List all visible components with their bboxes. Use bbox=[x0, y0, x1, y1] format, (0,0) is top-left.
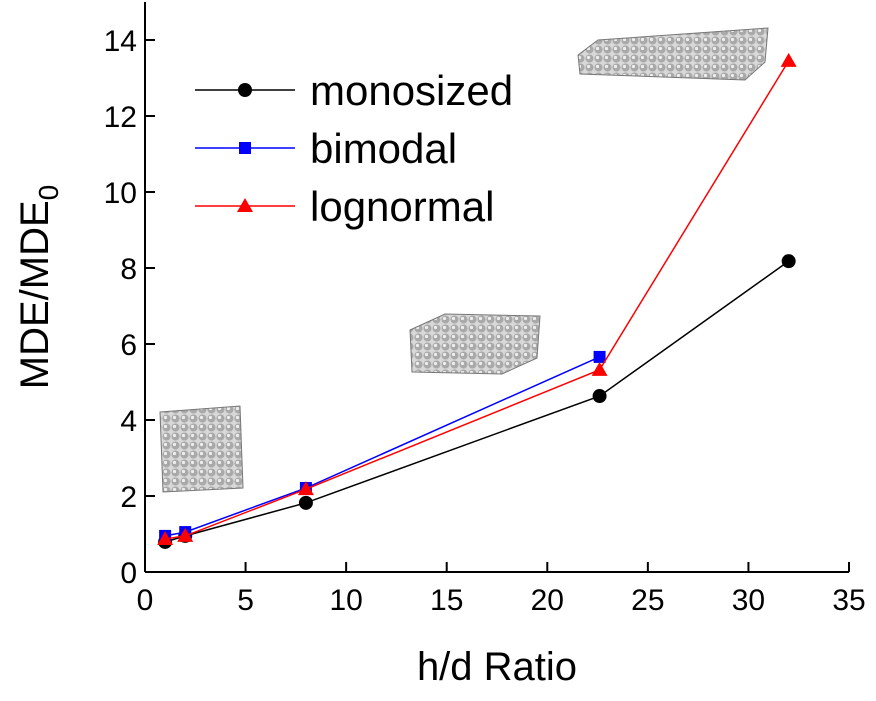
data-point bbox=[298, 495, 313, 510]
y-tick-label: 10 bbox=[104, 177, 137, 210]
y-axis-label: MDE/MDE0 bbox=[13, 185, 64, 389]
y-tick-label: 4 bbox=[120, 405, 137, 438]
x-tick-label: 35 bbox=[832, 584, 865, 617]
packing-slab-medium bbox=[409, 313, 541, 375]
legend-marker bbox=[239, 142, 251, 154]
data-point bbox=[591, 361, 608, 376]
y-tick-label: 12 bbox=[104, 101, 137, 134]
x-axis-label: h/d Ratio bbox=[417, 645, 577, 689]
legend-label: monosized bbox=[310, 67, 513, 114]
legend-label: bimodal bbox=[310, 125, 457, 172]
y-tick-label: 6 bbox=[120, 329, 137, 362]
data-point bbox=[593, 350, 606, 363]
y-tick-label: 2 bbox=[120, 481, 137, 514]
legend-marker bbox=[238, 83, 252, 97]
series-line bbox=[164, 356, 600, 537]
y-axis-label-subscript: 0 bbox=[33, 185, 64, 201]
packing-images bbox=[159, 27, 769, 493]
legend-label: lognormal bbox=[310, 183, 494, 230]
x-tick-label: 10 bbox=[329, 584, 362, 617]
legend-marker bbox=[237, 198, 253, 212]
data-point bbox=[780, 52, 797, 67]
y-axis-label-text: MDE/MDE bbox=[13, 200, 57, 389]
data-point bbox=[592, 389, 607, 404]
series-line bbox=[165, 60, 790, 540]
series-line bbox=[164, 260, 790, 543]
x-tick-label: 20 bbox=[531, 584, 564, 617]
packing-slab-thin bbox=[577, 27, 769, 81]
y-tick-label: 14 bbox=[104, 25, 137, 58]
packing-cube bbox=[159, 405, 244, 493]
data-point bbox=[177, 527, 194, 542]
data-point bbox=[297, 481, 314, 496]
x-tick-label: 25 bbox=[631, 584, 664, 617]
x-tick-label: 0 bbox=[137, 584, 154, 617]
data-point bbox=[781, 254, 796, 269]
data-point bbox=[157, 530, 174, 545]
x-tick-label: 5 bbox=[237, 584, 254, 617]
y-tick-label: 8 bbox=[120, 253, 137, 286]
x-tick-label: 30 bbox=[732, 584, 765, 617]
y-tick-label: 0 bbox=[120, 557, 137, 590]
x-tick-label: 15 bbox=[430, 584, 463, 617]
